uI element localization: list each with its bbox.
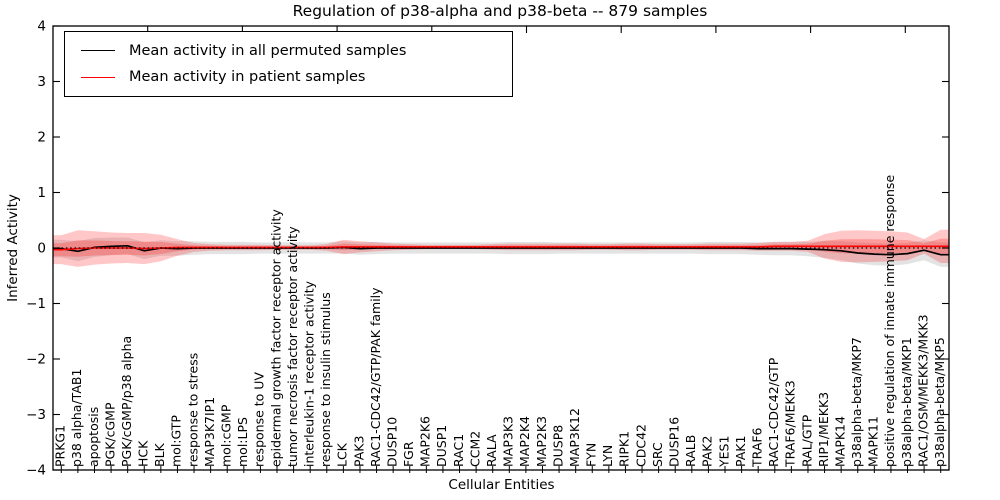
legend-label-patient: Mean activity in patient samples — [129, 69, 366, 86]
entity-label: MAPK11 — [866, 416, 881, 467]
entity-label: RALB — [683, 435, 698, 467]
entity-label: MAPK14 — [832, 416, 847, 467]
entity-label: RALA — [484, 434, 499, 467]
y-tick-label: −2 — [26, 352, 46, 368]
y-tick-label: −1 — [26, 296, 46, 312]
y-tick-label: −3 — [26, 407, 46, 423]
entity-label: interleukin-1 receptor activity — [301, 280, 316, 467]
x-axis-label: Cellular Entities — [448, 477, 555, 493]
entity-label: FYN — [584, 443, 599, 467]
entity-label: RIPK1 — [617, 431, 632, 467]
entity-label: response to UV — [252, 372, 267, 467]
permuted-line-swatch-icon — [81, 50, 115, 52]
entity-label: MAP2K4 — [517, 416, 532, 467]
entity-label: PGK/cGMP — [102, 402, 117, 467]
entity-label: p38alpha-beta/MKP7 — [849, 337, 864, 467]
entity-label: response to insulin stimulus — [318, 292, 333, 467]
entity-label: mol:cGMP — [219, 404, 234, 467]
entity-label: MAP3K7IP1 — [202, 397, 217, 467]
entity-label: PAK3 — [351, 436, 366, 467]
entity-label: PGK/cGMP/p38 alpha — [119, 336, 134, 467]
patient-mean-line — [53, 245, 949, 251]
entity-label: RAC1-CDC42/GTP — [766, 357, 781, 467]
y-tick-label: 2 — [37, 130, 46, 146]
y-tick-label: 0 — [37, 241, 46, 257]
legend-entry-permuted: Mean activity in all permuted samples — [81, 43, 512, 59]
chart-title: Regulation of p38-alpha and p38-beta -- … — [292, 2, 708, 20]
y-tick-label: 4 — [37, 19, 46, 35]
entity-label: apoptosis — [86, 407, 101, 467]
entity-label: HCK — [136, 440, 151, 467]
entity-label: MAP3K12 — [567, 408, 582, 467]
y-tick-label: −4 — [26, 463, 46, 479]
entity-label: positive regulation of innate immune res… — [882, 175, 897, 467]
y-axis-label: Inferred Activity — [5, 194, 21, 302]
entity-label: CDC42 — [633, 424, 648, 467]
legend-entry-patient: Mean activity in patient samples — [81, 69, 512, 85]
entity-label: PAK2 — [700, 436, 715, 467]
entity-label: BLK — [152, 442, 167, 467]
entity-label: DUSP10 — [384, 417, 399, 467]
entity-label: LCK — [335, 442, 350, 467]
entity-label: DUSP1 — [434, 425, 449, 467]
entity-label: epidermal growth factor receptor activit… — [268, 209, 283, 467]
entity-label: p38alpha-beta/MKP1 — [899, 337, 914, 467]
entity-label: PRKG1 — [53, 425, 68, 467]
entity-label: tumor necrosis factor receptor activity — [285, 226, 300, 467]
entity-label: RIP1/MEKK3 — [816, 392, 831, 467]
permuted-std-band — [53, 237, 949, 267]
entity-label: DUSP16 — [667, 417, 682, 467]
entity-label: RAC1 — [451, 434, 466, 467]
entity-label: FGR — [401, 441, 416, 467]
entity-label: LYN — [600, 445, 615, 467]
entity-label: MAP2K6 — [418, 416, 433, 467]
patient-line-swatch-icon — [81, 76, 115, 78]
entity-label: DUSP8 — [550, 425, 565, 467]
entity-label: PAK1 — [733, 436, 748, 467]
entity-label: response to stress — [185, 353, 200, 467]
entity-label: RAC1-CDC42/GTP/PAK family — [368, 287, 383, 467]
entity-label: SRC — [650, 442, 665, 467]
y-tick-label: 3 — [37, 74, 46, 90]
entity-label: MAP3K3 — [501, 416, 516, 467]
entity-label: mol:LPS — [235, 417, 250, 467]
entity-label: p38alpha-beta/MKP5 — [932, 337, 947, 467]
entity-label: TRAF6/MEKK3 — [783, 380, 798, 468]
legend-label-permuted: Mean activity in all permuted samples — [129, 42, 407, 59]
entity-label: RAL/GTP — [799, 414, 814, 467]
entity-label: YES1 — [716, 436, 731, 468]
legend: Mean activity in all permuted samples Me… — [64, 31, 513, 97]
entity-label: RAC1/OSM/MEKK3/MKK3 — [915, 314, 930, 467]
y-tick-label: 1 — [37, 185, 46, 201]
entity-label: MAP2K3 — [534, 416, 549, 467]
plot-frame — [52, 25, 950, 471]
entity-label: CCM2 — [467, 431, 482, 467]
entity-label: p38 alpha/TAB1 — [69, 369, 84, 467]
entity-label: mol:GTP — [169, 415, 184, 467]
entity-label: TRAF6 — [749, 427, 764, 468]
